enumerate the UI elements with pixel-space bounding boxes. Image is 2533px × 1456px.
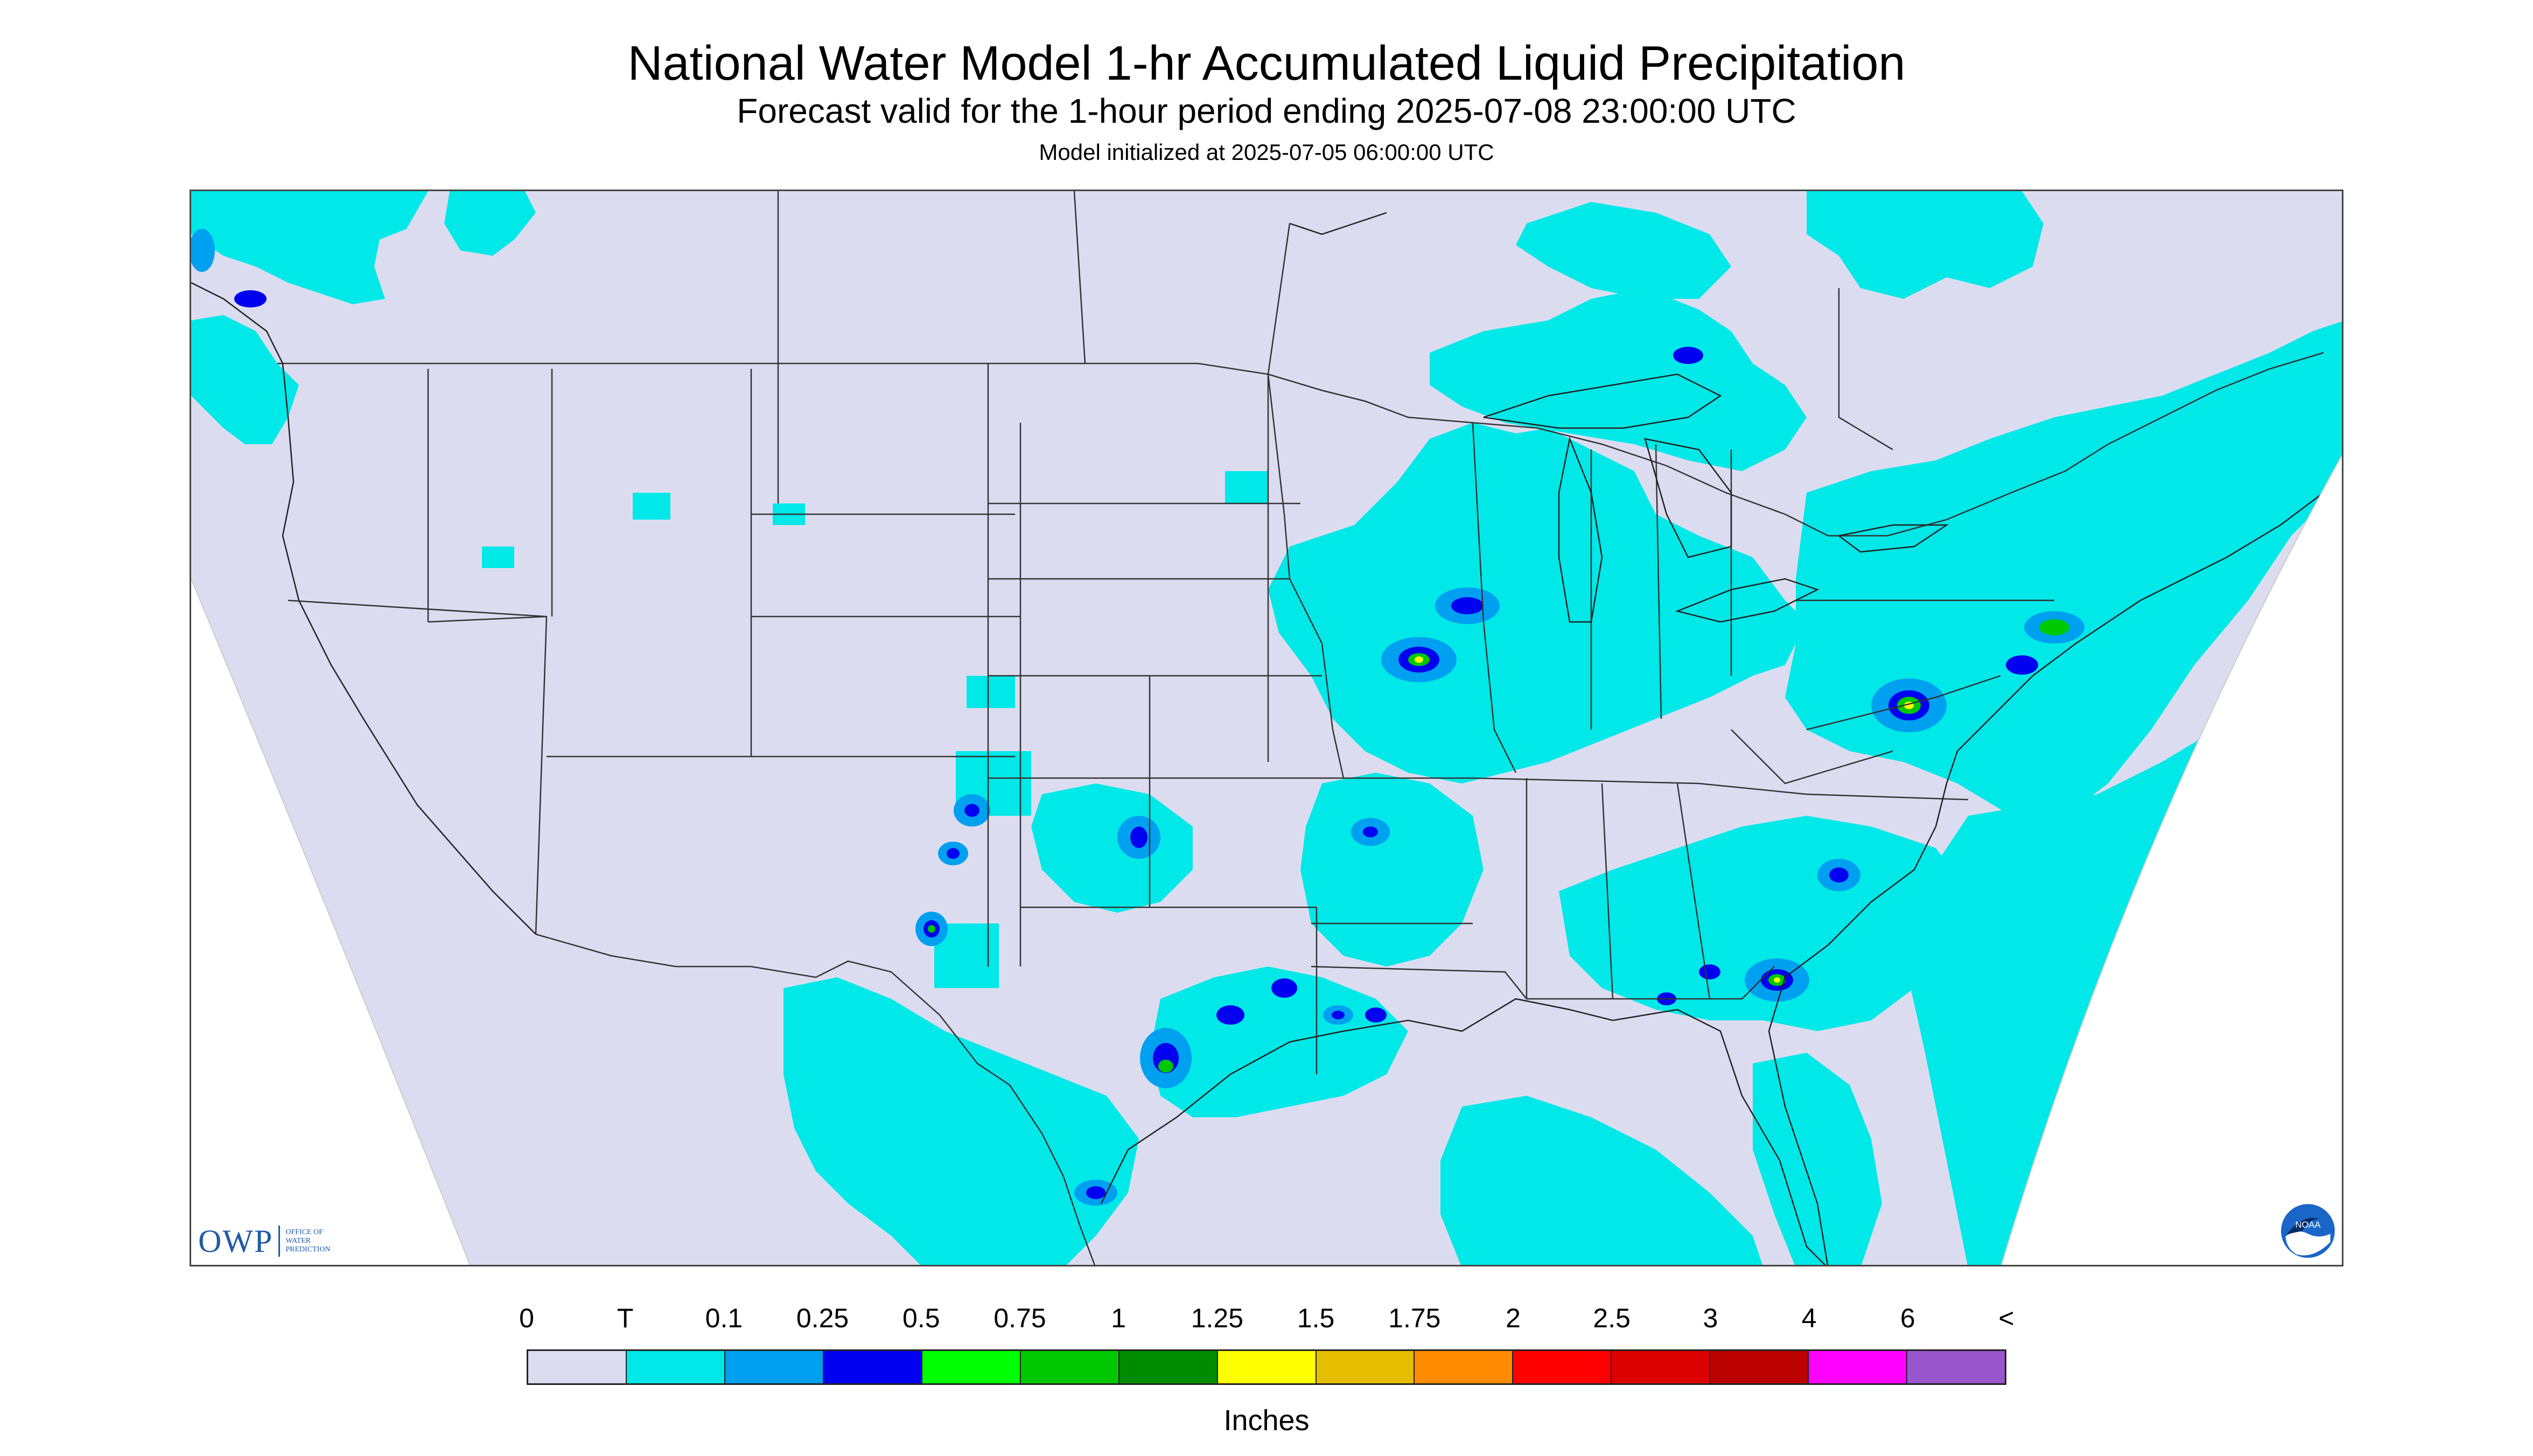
state-lines-plains — [987, 363, 1344, 1074]
storm-cell-louisiana — [1323, 1005, 1387, 1025]
precip-trace-quebec — [1516, 202, 1731, 299]
precip-trace-great-lakes-north — [1430, 288, 1807, 471]
storm-cell-north-carolina — [1817, 859, 1860, 891]
precip-trace-oklahoma — [1031, 783, 1193, 913]
legend-swatch — [1809, 1351, 1908, 1383]
precip-trace-pacific-coast — [191, 315, 299, 444]
legend-swatch — [1119, 1351, 1218, 1383]
storm-cell-colorado — [938, 794, 990, 865]
storm-cell-bc-coast — [191, 229, 267, 307]
legend-label: 2 — [1506, 1303, 1521, 1333]
owp-logo-subtext: OFFICE OF WATER PREDICTION — [285, 1228, 331, 1254]
legend-swatch — [1513, 1351, 1612, 1383]
state-lines-south — [1311, 922, 1775, 1000]
legend-label: 0.25 — [796, 1303, 849, 1333]
state-lines-east — [1472, 599, 2054, 999]
storm-cell-pennsylvania — [1871, 678, 1947, 732]
lake-michigan — [1558, 436, 1603, 623]
lake-erie — [1675, 578, 1820, 623]
legend-swatch — [528, 1351, 627, 1383]
legend-label: 1.25 — [1191, 1303, 1244, 1333]
legend-label: 4 — [1801, 1303, 1817, 1333]
storm-cell-oklahoma — [1117, 816, 1160, 859]
storm-cell-south-carolina — [1745, 958, 1809, 1002]
canada-provinces — [777, 191, 1893, 451]
precip-trace-gulf — [1440, 1096, 1762, 1265]
precip-trace-arklatex — [1300, 773, 1484, 967]
precip-trace-labrador — [1807, 191, 2044, 299]
legend-label: 1.75 — [1388, 1303, 1441, 1333]
legend-swatch — [626, 1351, 725, 1383]
legend-color-bar — [527, 1349, 2006, 1385]
legend-label: 3 — [1703, 1303, 1718, 1333]
precip-trace-utah — [633, 493, 670, 520]
state-lines-west — [288, 363, 1021, 967]
us-canada-border — [277, 352, 2324, 537]
owp-logo-separator — [278, 1226, 281, 1257]
legend-label: 1.5 — [1297, 1303, 1335, 1333]
left-projection-edge — [191, 578, 471, 1265]
gulf-coastline — [1100, 998, 1826, 1265]
precip-trace-bc — [444, 191, 536, 256]
storm-cell-central-texas — [1140, 978, 1297, 1088]
coastlines — [191, 212, 2342, 1265]
storm-cell-arkansas — [1351, 818, 1390, 846]
precip-trace-kansas — [967, 676, 1015, 708]
precip-trace-upper-midwest — [1268, 423, 1807, 783]
legend-swatch — [1316, 1351, 1415, 1383]
owp-logo-word: OWP — [198, 1223, 274, 1259]
state-boundaries — [277, 191, 2324, 1265]
right-projection-edge — [2000, 454, 2342, 1265]
legend-swatch — [725, 1351, 824, 1383]
precip-trace-mexico — [783, 977, 1139, 1265]
lake-huron — [1644, 438, 1732, 558]
legend-units: Inches — [1223, 1404, 1310, 1437]
legend-label: T — [617, 1303, 634, 1333]
legend-swatch — [922, 1351, 1021, 1383]
legend-label: 1 — [1111, 1303, 1126, 1333]
precip-trace-sd — [1225, 471, 1268, 503]
legend-label: 6 — [1900, 1303, 1915, 1333]
legend-swatch — [1415, 1351, 1514, 1383]
forecast-valid-subtitle: Forecast valid for the 1-hour period end… — [737, 92, 1796, 130]
legend-label: < — [1998, 1303, 2014, 1333]
storm-cell-lake-superior — [1673, 347, 1703, 364]
legend-label: 0 — [519, 1303, 534, 1333]
chart-title: National Water Model 1-hr Accumulated Li… — [627, 37, 1906, 90]
storm-cell-nw-texas — [915, 912, 948, 946]
storm-cell-wisconsin-sw — [1381, 637, 1457, 682]
lake-ontario — [1837, 524, 1949, 553]
legend-swatch — [1907, 1351, 2005, 1383]
storm-cell-wisconsin-s — [1435, 587, 1500, 624]
owp-logo: OWP OFFICE OF WATER PREDICTION — [198, 1222, 331, 1260]
legend-label: 0.5 — [902, 1303, 940, 1333]
hudson-bay-shore — [1289, 212, 1387, 235]
storm-cell-new-jersey — [2006, 611, 2084, 675]
precip-trace-pacific-nw — [191, 191, 428, 304]
precip-trace-idaho — [482, 547, 514, 568]
legend-swatch — [823, 1351, 922, 1383]
state-lines-midwest — [1267, 374, 1732, 779]
legend-swatch — [1020, 1351, 1119, 1383]
legend-label: 0.1 — [705, 1303, 743, 1333]
precipitation-map — [190, 190, 2343, 1266]
us-mexico-border — [535, 933, 1096, 1265]
right-projection-mask — [2001, 455, 2342, 1265]
noaa-logo: NOAA — [2281, 1204, 2335, 1258]
legend-swatch — [1217, 1351, 1317, 1383]
model-init-text: Model initialized at 2025-07-05 06:00:00… — [1039, 139, 1494, 165]
storm-cell-mexico — [1074, 1180, 1117, 1206]
precip-trace-texas — [1150, 967, 1408, 1117]
legend-swatch — [1710, 1351, 1809, 1383]
svg-text:NOAA: NOAA — [2295, 1220, 2321, 1230]
left-projection-mask — [191, 579, 470, 1265]
atlantic-coastline — [1768, 482, 2342, 1265]
pacific-coastline — [191, 282, 536, 935]
legend-label: 2.5 — [1593, 1303, 1631, 1333]
precip-trace-southeast — [1559, 816, 1968, 1031]
lake-superior — [1483, 373, 1722, 429]
legend-swatch — [1612, 1351, 1711, 1383]
legend-label: 0.75 — [993, 1303, 1046, 1333]
